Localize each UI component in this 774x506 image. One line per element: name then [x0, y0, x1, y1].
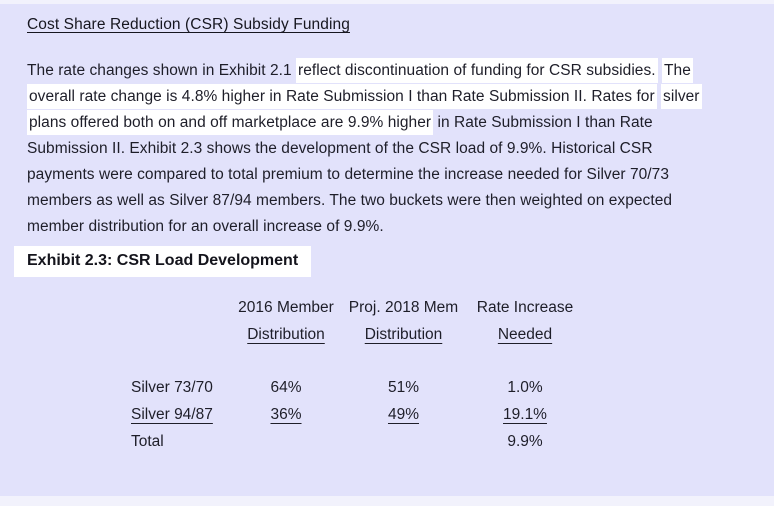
table-row-silver-73-70: Silver 73/70 64% 51% 1.0%	[131, 374, 584, 401]
table-header-row-2: Distribution Distribution Needed	[131, 321, 584, 348]
highlighted-text: The	[662, 58, 693, 83]
cell-2018-distribution: 51%	[387, 378, 420, 396]
highlighted-text: silver	[661, 84, 702, 109]
column-header-proj-2018-mem: Proj. 2018 Mem	[348, 298, 459, 316]
paragraph-line-6: members as well as Silver 87/94 members.…	[27, 188, 702, 214]
underlined-header: Distribution	[247, 325, 325, 343]
paragraph-text: payments were compared to total premium …	[27, 166, 670, 183]
cell-2016-distribution: 36%	[231, 406, 341, 424]
underlined-value: 49%	[387, 405, 420, 423]
underlined-value: 19.1%	[503, 405, 547, 423]
cell-2018-distribution: 49%	[341, 406, 466, 424]
row-label: Silver 73/70	[131, 378, 213, 396]
page-bottom-edge	[0, 496, 774, 506]
column-header-2016-member: 2016 Member	[238, 298, 334, 316]
paragraph-text: member distribution for an overall incre…	[27, 218, 384, 235]
paragraph-text: Submission II. Exhibit 2.3 shows the dev…	[27, 140, 653, 157]
table-row-total: Total 9.9%	[131, 428, 584, 455]
cell-rate-increase: 9.9%	[507, 432, 543, 450]
table-spacer-row	[131, 348, 584, 374]
paragraph-line-5: payments were compared to total premium …	[27, 162, 702, 188]
paragraph-line-3: plans offered both on and off marketplac…	[27, 110, 702, 136]
column-header-distribution-2: Distribution	[341, 326, 466, 344]
highlighted-text: overall rate change is 4.8% higher in Ra…	[27, 84, 657, 109]
exhibit-heading: Exhibit 2.3: CSR Load Development	[14, 246, 312, 277]
paragraph-line-7: member distribution for an overall incre…	[27, 214, 702, 240]
column-header-rate-increase: Rate Increase	[476, 298, 574, 316]
paragraph-line-1: The rate changes shown in Exhibit 2.1 re…	[27, 58, 702, 84]
paragraph-line-4: Submission II. Exhibit 2.3 shows the dev…	[27, 136, 702, 162]
underlined-value: 36%	[270, 405, 302, 423]
cell-2016-distribution: 64%	[270, 378, 302, 396]
document-title: Cost Share Reduction (CSR) Subsidy Fundi…	[27, 16, 350, 33]
underlined-header: Distribution	[364, 325, 443, 343]
column-header-needed: Needed	[466, 326, 584, 344]
underlined-header: Needed	[497, 325, 553, 343]
paragraph-text: in Rate Submission I than Rate	[433, 114, 653, 131]
cell-rate-increase: 1.0%	[507, 378, 543, 396]
column-header-distribution-1: Distribution	[231, 326, 341, 344]
cell-rate-increase: 19.1%	[466, 406, 584, 424]
exhibit-table: 2016 Member Proj. 2018 Mem Rate Increase…	[131, 294, 584, 455]
row-label: Total	[131, 432, 164, 450]
highlighted-text: plans offered both on and off marketplac…	[27, 110, 434, 135]
paragraph-line-2: overall rate change is 4.8% higher in Ra…	[27, 84, 702, 110]
row-label: Silver 94/87	[131, 406, 231, 424]
table-header-row-1: 2016 Member Proj. 2018 Mem Rate Increase	[131, 294, 584, 321]
table-row-silver-94-87: Silver 94/87 36% 49% 19.1%	[131, 401, 584, 428]
paragraph-text: members as well as Silver 87/94 members.…	[27, 192, 673, 209]
paragraph-text: The rate changes shown in Exhibit 2.1	[27, 62, 297, 79]
body-paragraph: The rate changes shown in Exhibit 2.1 re…	[27, 58, 702, 240]
page-top-edge	[0, 0, 774, 4]
highlighted-text: reflect discontinuation of funding for C…	[296, 58, 658, 83]
underlined-value: Silver 94/87	[131, 405, 213, 423]
